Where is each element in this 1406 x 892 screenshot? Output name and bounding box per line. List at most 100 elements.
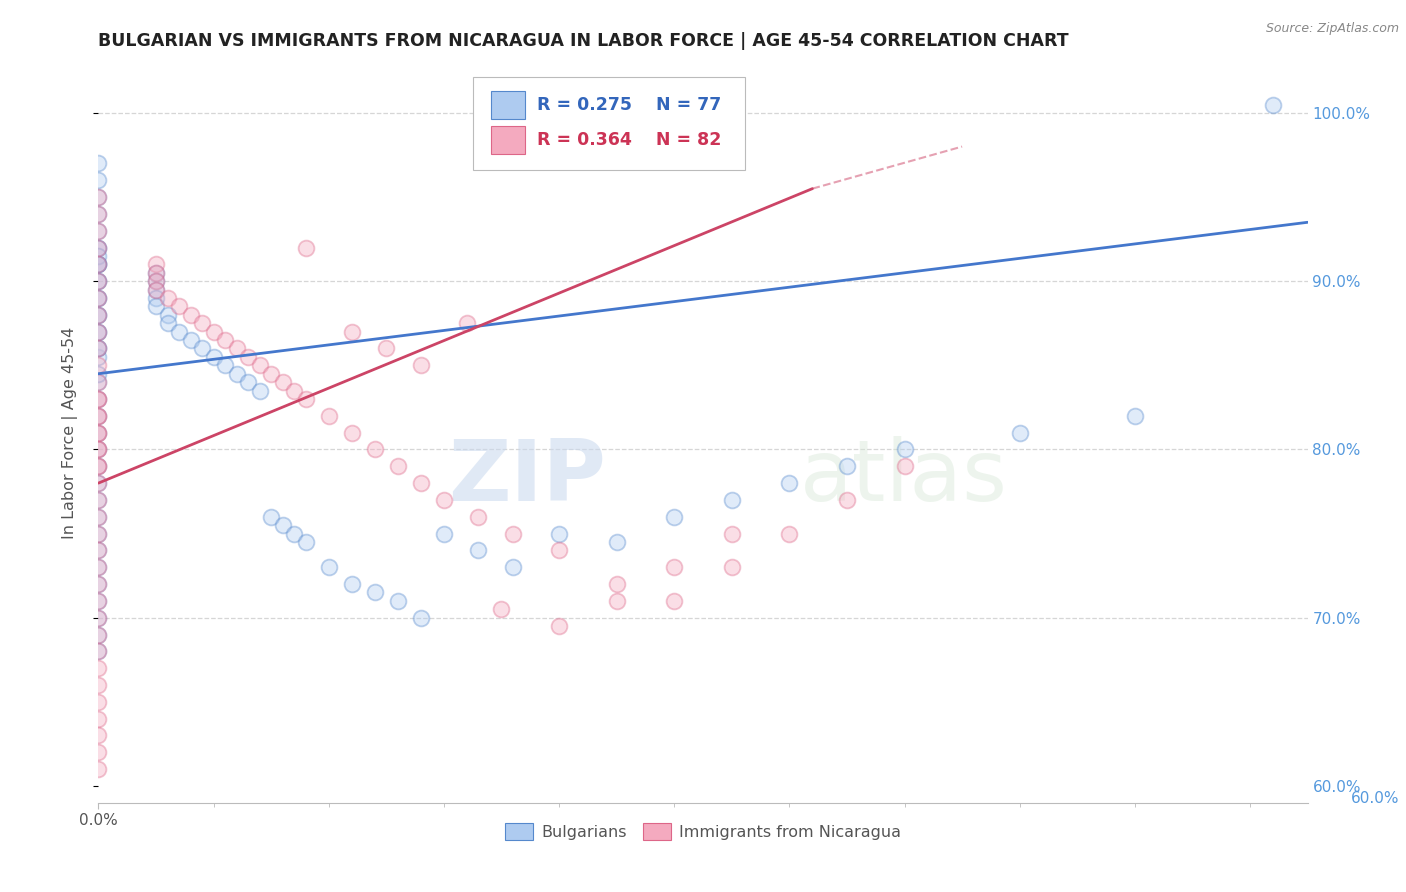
- Point: [87, 409, 110, 423]
- Point: [318, 560, 340, 574]
- Point: [364, 585, 387, 599]
- Point: [87, 425, 110, 440]
- Point: [87, 173, 110, 187]
- Point: [145, 283, 167, 297]
- Bar: [492, 91, 526, 120]
- Point: [87, 459, 110, 474]
- Point: [87, 644, 110, 658]
- Point: [87, 224, 110, 238]
- Point: [835, 459, 858, 474]
- Point: [778, 526, 800, 541]
- Point: [87, 409, 110, 423]
- Point: [87, 712, 110, 726]
- Point: [87, 409, 110, 423]
- Point: [606, 535, 628, 549]
- Point: [87, 274, 110, 288]
- Point: [260, 367, 283, 381]
- Point: [145, 266, 167, 280]
- Point: [87, 308, 110, 322]
- Point: [409, 476, 432, 491]
- Point: [87, 745, 110, 759]
- Legend: Bulgarians, Immigrants from Nicaragua: Bulgarians, Immigrants from Nicaragua: [498, 816, 908, 847]
- Point: [145, 266, 167, 280]
- Point: [87, 577, 110, 591]
- Point: [87, 476, 110, 491]
- Point: [456, 316, 478, 330]
- FancyBboxPatch shape: [474, 78, 745, 169]
- Point: [893, 442, 915, 457]
- Point: [87, 156, 110, 170]
- Point: [202, 325, 225, 339]
- Point: [491, 602, 513, 616]
- Point: [271, 518, 294, 533]
- Point: [87, 224, 110, 238]
- Point: [294, 535, 316, 549]
- Point: [87, 644, 110, 658]
- Point: [720, 526, 742, 541]
- Point: [606, 594, 628, 608]
- Point: [87, 425, 110, 440]
- Point: [87, 249, 110, 263]
- Point: [664, 509, 686, 524]
- Point: [87, 291, 110, 305]
- Point: [225, 342, 247, 356]
- Point: [87, 241, 110, 255]
- Point: [294, 241, 316, 255]
- Text: atlas: atlas: [800, 435, 1008, 518]
- Point: [720, 492, 742, 507]
- Point: [156, 316, 179, 330]
- Point: [145, 257, 167, 271]
- Point: [835, 492, 858, 507]
- Point: [409, 359, 432, 373]
- Point: [145, 291, 167, 305]
- Point: [87, 526, 110, 541]
- Point: [283, 526, 305, 541]
- Point: [87, 241, 110, 255]
- Point: [145, 283, 167, 297]
- Point: [87, 543, 110, 558]
- Text: R = 0.275    N = 77: R = 0.275 N = 77: [537, 96, 721, 114]
- Point: [1008, 425, 1031, 440]
- Point: [87, 308, 110, 322]
- Point: [87, 729, 110, 743]
- Point: [87, 594, 110, 608]
- Point: [87, 375, 110, 389]
- Point: [87, 442, 110, 457]
- Text: ZIP: ZIP: [449, 435, 606, 518]
- Point: [548, 543, 571, 558]
- Point: [87, 257, 110, 271]
- Point: [87, 762, 110, 776]
- Point: [191, 342, 214, 356]
- Point: [318, 409, 340, 423]
- Point: [87, 459, 110, 474]
- Point: [180, 308, 202, 322]
- Point: [145, 274, 167, 288]
- Point: [548, 619, 571, 633]
- Point: [260, 509, 283, 524]
- Point: [87, 476, 110, 491]
- Point: [87, 577, 110, 591]
- Point: [87, 241, 110, 255]
- Point: [364, 442, 387, 457]
- Point: [87, 442, 110, 457]
- Point: [87, 207, 110, 221]
- Point: [87, 342, 110, 356]
- Point: [271, 375, 294, 389]
- Point: [664, 594, 686, 608]
- Point: [156, 291, 179, 305]
- Point: [87, 661, 110, 675]
- Text: 60.0%: 60.0%: [1351, 791, 1399, 805]
- Point: [87, 291, 110, 305]
- Point: [87, 325, 110, 339]
- Text: BULGARIAN VS IMMIGRANTS FROM NICARAGUA IN LABOR FORCE | AGE 45-54 CORRELATION CH: BULGARIAN VS IMMIGRANTS FROM NICARAGUA I…: [98, 32, 1069, 50]
- Point: [87, 594, 110, 608]
- Point: [87, 543, 110, 558]
- Bar: [492, 126, 526, 154]
- Point: [145, 300, 167, 314]
- Point: [87, 459, 110, 474]
- Point: [375, 342, 398, 356]
- Point: [214, 333, 236, 347]
- Point: [502, 526, 524, 541]
- Point: [202, 350, 225, 364]
- Point: [87, 325, 110, 339]
